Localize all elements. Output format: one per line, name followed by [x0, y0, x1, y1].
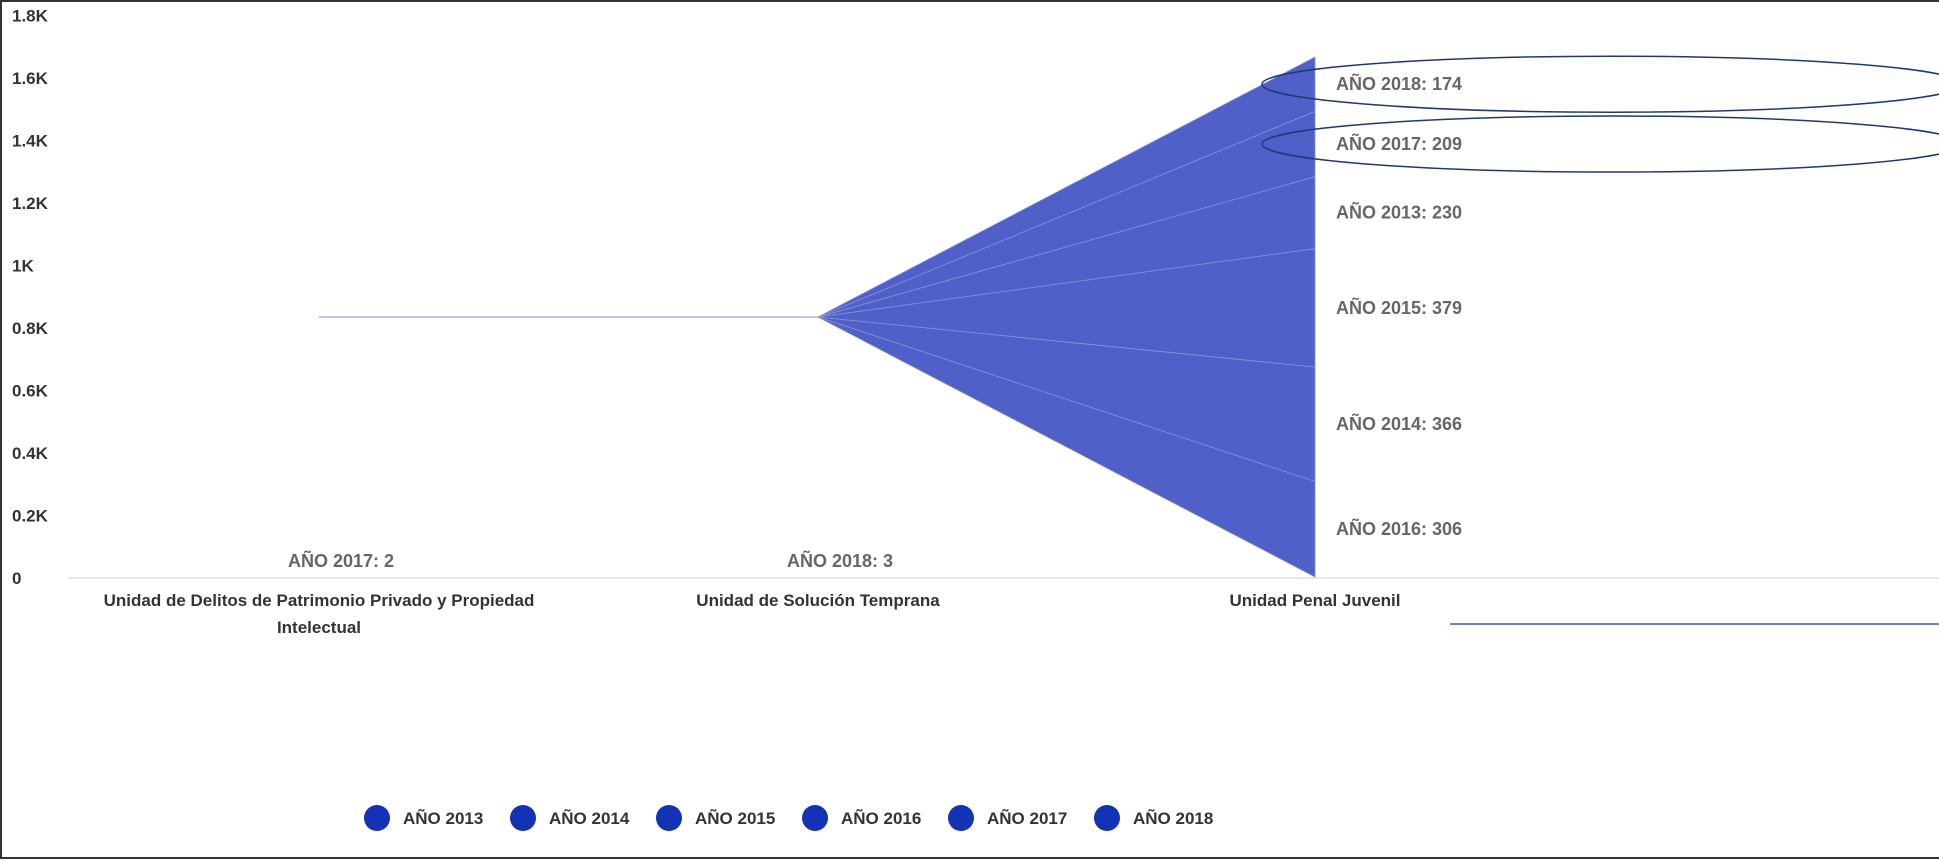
legend-marker: [510, 805, 536, 831]
y-tick-label: 1.4K: [12, 132, 49, 151]
y-axis: 0 0.2K 0.4K 0.6K 0.8K 1K 1.2K 1.4K 1.6K 1.8K: [12, 7, 49, 589]
category-label: Intelectual: [277, 618, 361, 637]
point-label: AÑO 2018: 3: [787, 550, 893, 571]
y-tick-label: 1.8K: [12, 7, 49, 26]
legend-marker: [364, 805, 390, 831]
data-label: AÑO 2018: 174: [1336, 73, 1462, 94]
y-tick-label: 0.2K: [12, 507, 49, 526]
y-tick-label: 0.4K: [12, 444, 49, 463]
legend-marker: [802, 805, 828, 831]
legend-label: AÑO 2017: [987, 808, 1067, 828]
data-label: AÑO 2016: 306: [1336, 518, 1462, 539]
y-tick-label: 0.8K: [12, 319, 49, 338]
y-tick-label: 1.6K: [12, 69, 49, 88]
legend-marker: [948, 805, 974, 831]
annotation-ellipse: [1261, 115, 1939, 173]
series-areas: [319, 56, 1316, 578]
data-label: AÑO 2014: 366: [1336, 413, 1462, 434]
annotations: [1261, 55, 1939, 625]
legend-label: AÑO 2013: [403, 808, 483, 828]
y-tick-label: 1K: [12, 257, 34, 276]
category-label: Unidad de Delitos de Patrimonio Privado …: [104, 591, 535, 610]
legend-label: AÑO 2014: [549, 808, 630, 828]
legend-marker: [656, 805, 682, 831]
legend: AÑO 2013 AÑO 2014 AÑO 2015 AÑO 2016 AÑO 2017…: [364, 805, 1213, 831]
data-label: AÑO 2013: 230: [1336, 202, 1462, 223]
series-area: [817, 56, 1316, 318]
legend-label: AÑO 2016: [841, 808, 921, 828]
point-label: AÑO 2017: 2: [288, 550, 394, 571]
y-tick-label: 0: [12, 569, 21, 588]
y-tick-label: 1.2K: [12, 194, 49, 213]
category-label: Unidad Penal Juvenil: [1230, 591, 1401, 610]
annotation-ellipse: [1261, 55, 1939, 113]
data-label: AÑO 2015: 379: [1336, 297, 1462, 318]
legend-label: AÑO 2018: [1133, 808, 1213, 828]
x-axis: Unidad de Delitos de Patrimonio Privado …: [68, 577, 1939, 637]
data-labels: AÑO 2016: 306 AÑO 2014: 366 AÑO 2015: 379 A…: [288, 73, 1462, 571]
legend-marker: [1094, 805, 1120, 831]
legend-label: AÑO 2015: [695, 808, 775, 828]
category-label: Unidad de Solución Temprana: [696, 591, 940, 610]
data-label: AÑO 2017: 209: [1336, 133, 1462, 154]
y-tick-label: 0.6K: [12, 382, 49, 401]
